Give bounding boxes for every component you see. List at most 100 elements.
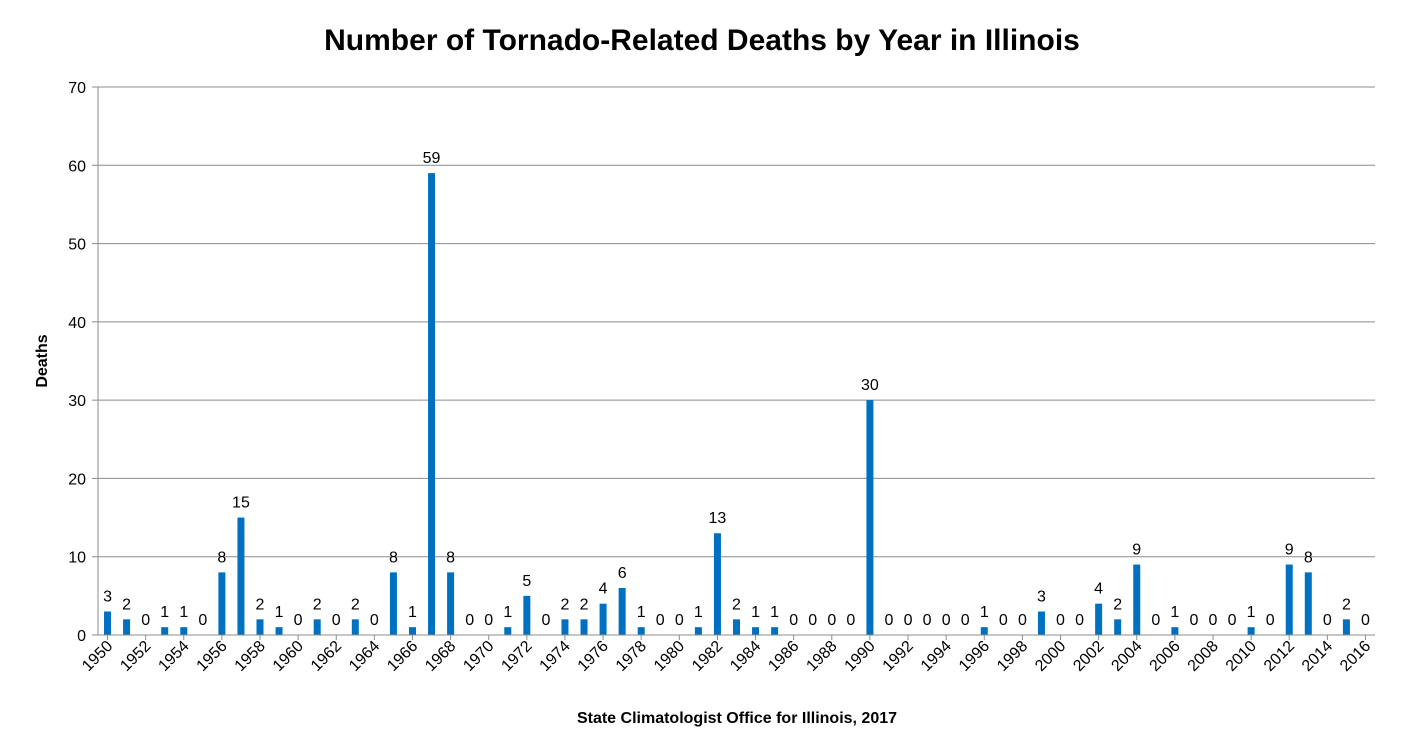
data-label-2000: 0 <box>1056 612 1065 629</box>
data-label-1961: 2 <box>313 596 322 613</box>
x-tick-label: 1988 <box>803 638 840 675</box>
bar-2013 <box>1304 572 1312 635</box>
data-label-1962: 0 <box>332 612 341 629</box>
data-label-1975: 2 <box>580 596 589 613</box>
data-label-1966: 1 <box>408 604 417 621</box>
bar-1990 <box>866 400 874 635</box>
data-label-1956: 8 <box>217 549 226 566</box>
data-label-1964: 0 <box>370 612 379 629</box>
data-label-1963: 2 <box>351 596 360 613</box>
data-label-1967: 59 <box>423 150 441 167</box>
data-label-2015: 2 <box>1342 596 1351 613</box>
x-tick-label: 1980 <box>651 638 688 675</box>
bar-1981 <box>694 627 702 635</box>
y-axis-ticks: 0 10 20 30 40 50 60 70 <box>68 80 86 645</box>
x-tick-label: 2008 <box>1185 638 1222 675</box>
x-axis-label: State Climatologist Office for Illinois,… <box>577 710 897 727</box>
y-tick-label: 30 <box>68 393 86 410</box>
x-tick-label: 2006 <box>1147 638 1184 675</box>
gridlines <box>92 86 1375 636</box>
bar-2004 <box>1133 564 1141 635</box>
y-axis-label: Deaths <box>34 334 51 387</box>
data-label-2002: 4 <box>1094 581 1103 598</box>
y-tick-label: 40 <box>68 315 86 332</box>
data-label-1978: 1 <box>637 604 646 621</box>
data-label-1984: 1 <box>751 604 760 621</box>
x-tick-label: 1998 <box>994 638 1031 675</box>
x-tick-label: 2002 <box>1070 638 1107 675</box>
bar-1953 <box>161 627 169 635</box>
data-label-1959: 1 <box>275 604 284 621</box>
bar-1951 <box>123 619 131 635</box>
data-label-1992: 0 <box>904 612 913 629</box>
data-label-1977: 6 <box>618 565 627 582</box>
data-label-1976: 4 <box>599 581 608 598</box>
x-tick-label: 1972 <box>498 638 535 675</box>
y-tick-label: 20 <box>68 471 86 488</box>
x-tick-label: 1962 <box>308 638 345 675</box>
data-label-1951: 2 <box>122 596 131 613</box>
data-label-1983: 2 <box>732 596 741 613</box>
data-label-2010: 1 <box>1247 604 1256 621</box>
data-label-1996: 1 <box>980 604 989 621</box>
bar-2012 <box>1285 564 1293 635</box>
data-label-1972: 5 <box>522 573 531 590</box>
bar-1975 <box>580 619 588 635</box>
x-tick-label: 1960 <box>270 638 307 675</box>
x-tick-label: 1986 <box>765 638 802 675</box>
bar-1999 <box>1037 611 1045 635</box>
data-label-2007: 0 <box>1189 612 1198 629</box>
y-tick-label: 10 <box>68 550 86 567</box>
y-tick-label: 70 <box>68 80 86 97</box>
x-tick-label: 1984 <box>727 638 764 675</box>
y-tick-label: 0 <box>77 628 86 645</box>
data-label-1965: 8 <box>389 549 398 566</box>
bar-1985 <box>771 627 779 635</box>
data-label-1954: 1 <box>179 604 188 621</box>
data-label-1985: 1 <box>770 604 779 621</box>
data-label-1999: 3 <box>1037 589 1046 606</box>
data-label-1980: 0 <box>675 612 684 629</box>
data-label-2003: 2 <box>1113 596 1122 613</box>
x-tick-label: 1964 <box>346 638 383 675</box>
data-label-1953: 1 <box>160 604 169 621</box>
data-label-1998: 0 <box>1018 612 1027 629</box>
data-label-1981: 1 <box>694 604 703 621</box>
x-tick-label: 1970 <box>460 638 497 675</box>
data-label-1991: 0 <box>885 612 894 629</box>
x-tick-label: 1968 <box>422 638 459 675</box>
x-tick-label: 1990 <box>842 638 879 675</box>
data-label-1952: 0 <box>141 612 150 629</box>
x-tick-label: 1994 <box>918 638 955 675</box>
bar-1957 <box>237 517 245 635</box>
bar-1965 <box>389 572 397 635</box>
x-tick-label: 2000 <box>1032 638 1069 675</box>
bar-1966 <box>408 627 416 635</box>
data-label-1957: 15 <box>232 495 250 512</box>
data-label-2016: 0 <box>1361 612 1370 629</box>
data-label-1979: 0 <box>656 612 665 629</box>
bar-1971 <box>504 627 512 635</box>
x-tick-label: 1982 <box>689 638 726 675</box>
x-tick-label: 2010 <box>1223 638 1260 675</box>
bar-1978 <box>637 627 645 635</box>
x-tick-label: 1978 <box>613 638 650 675</box>
bar-2010 <box>1247 627 1255 635</box>
y-tick-label: 50 <box>68 237 86 254</box>
x-tick-label: 1992 <box>880 638 917 675</box>
data-label-2014: 0 <box>1323 612 1332 629</box>
data-label-1995: 0 <box>961 612 970 629</box>
bar-1982 <box>713 533 721 635</box>
data-label-1970: 0 <box>484 612 493 629</box>
x-tick-label: 1954 <box>155 638 192 675</box>
data-label-1982: 13 <box>709 510 727 527</box>
data-label-1987: 0 <box>808 612 817 629</box>
bar-1974 <box>561 619 569 635</box>
data-label-1955: 0 <box>198 612 207 629</box>
x-tick-label: 1976 <box>575 638 612 675</box>
data-label-1973: 0 <box>541 612 550 629</box>
data-label-1969: 0 <box>465 612 474 629</box>
data-label-1990: 30 <box>861 377 879 394</box>
